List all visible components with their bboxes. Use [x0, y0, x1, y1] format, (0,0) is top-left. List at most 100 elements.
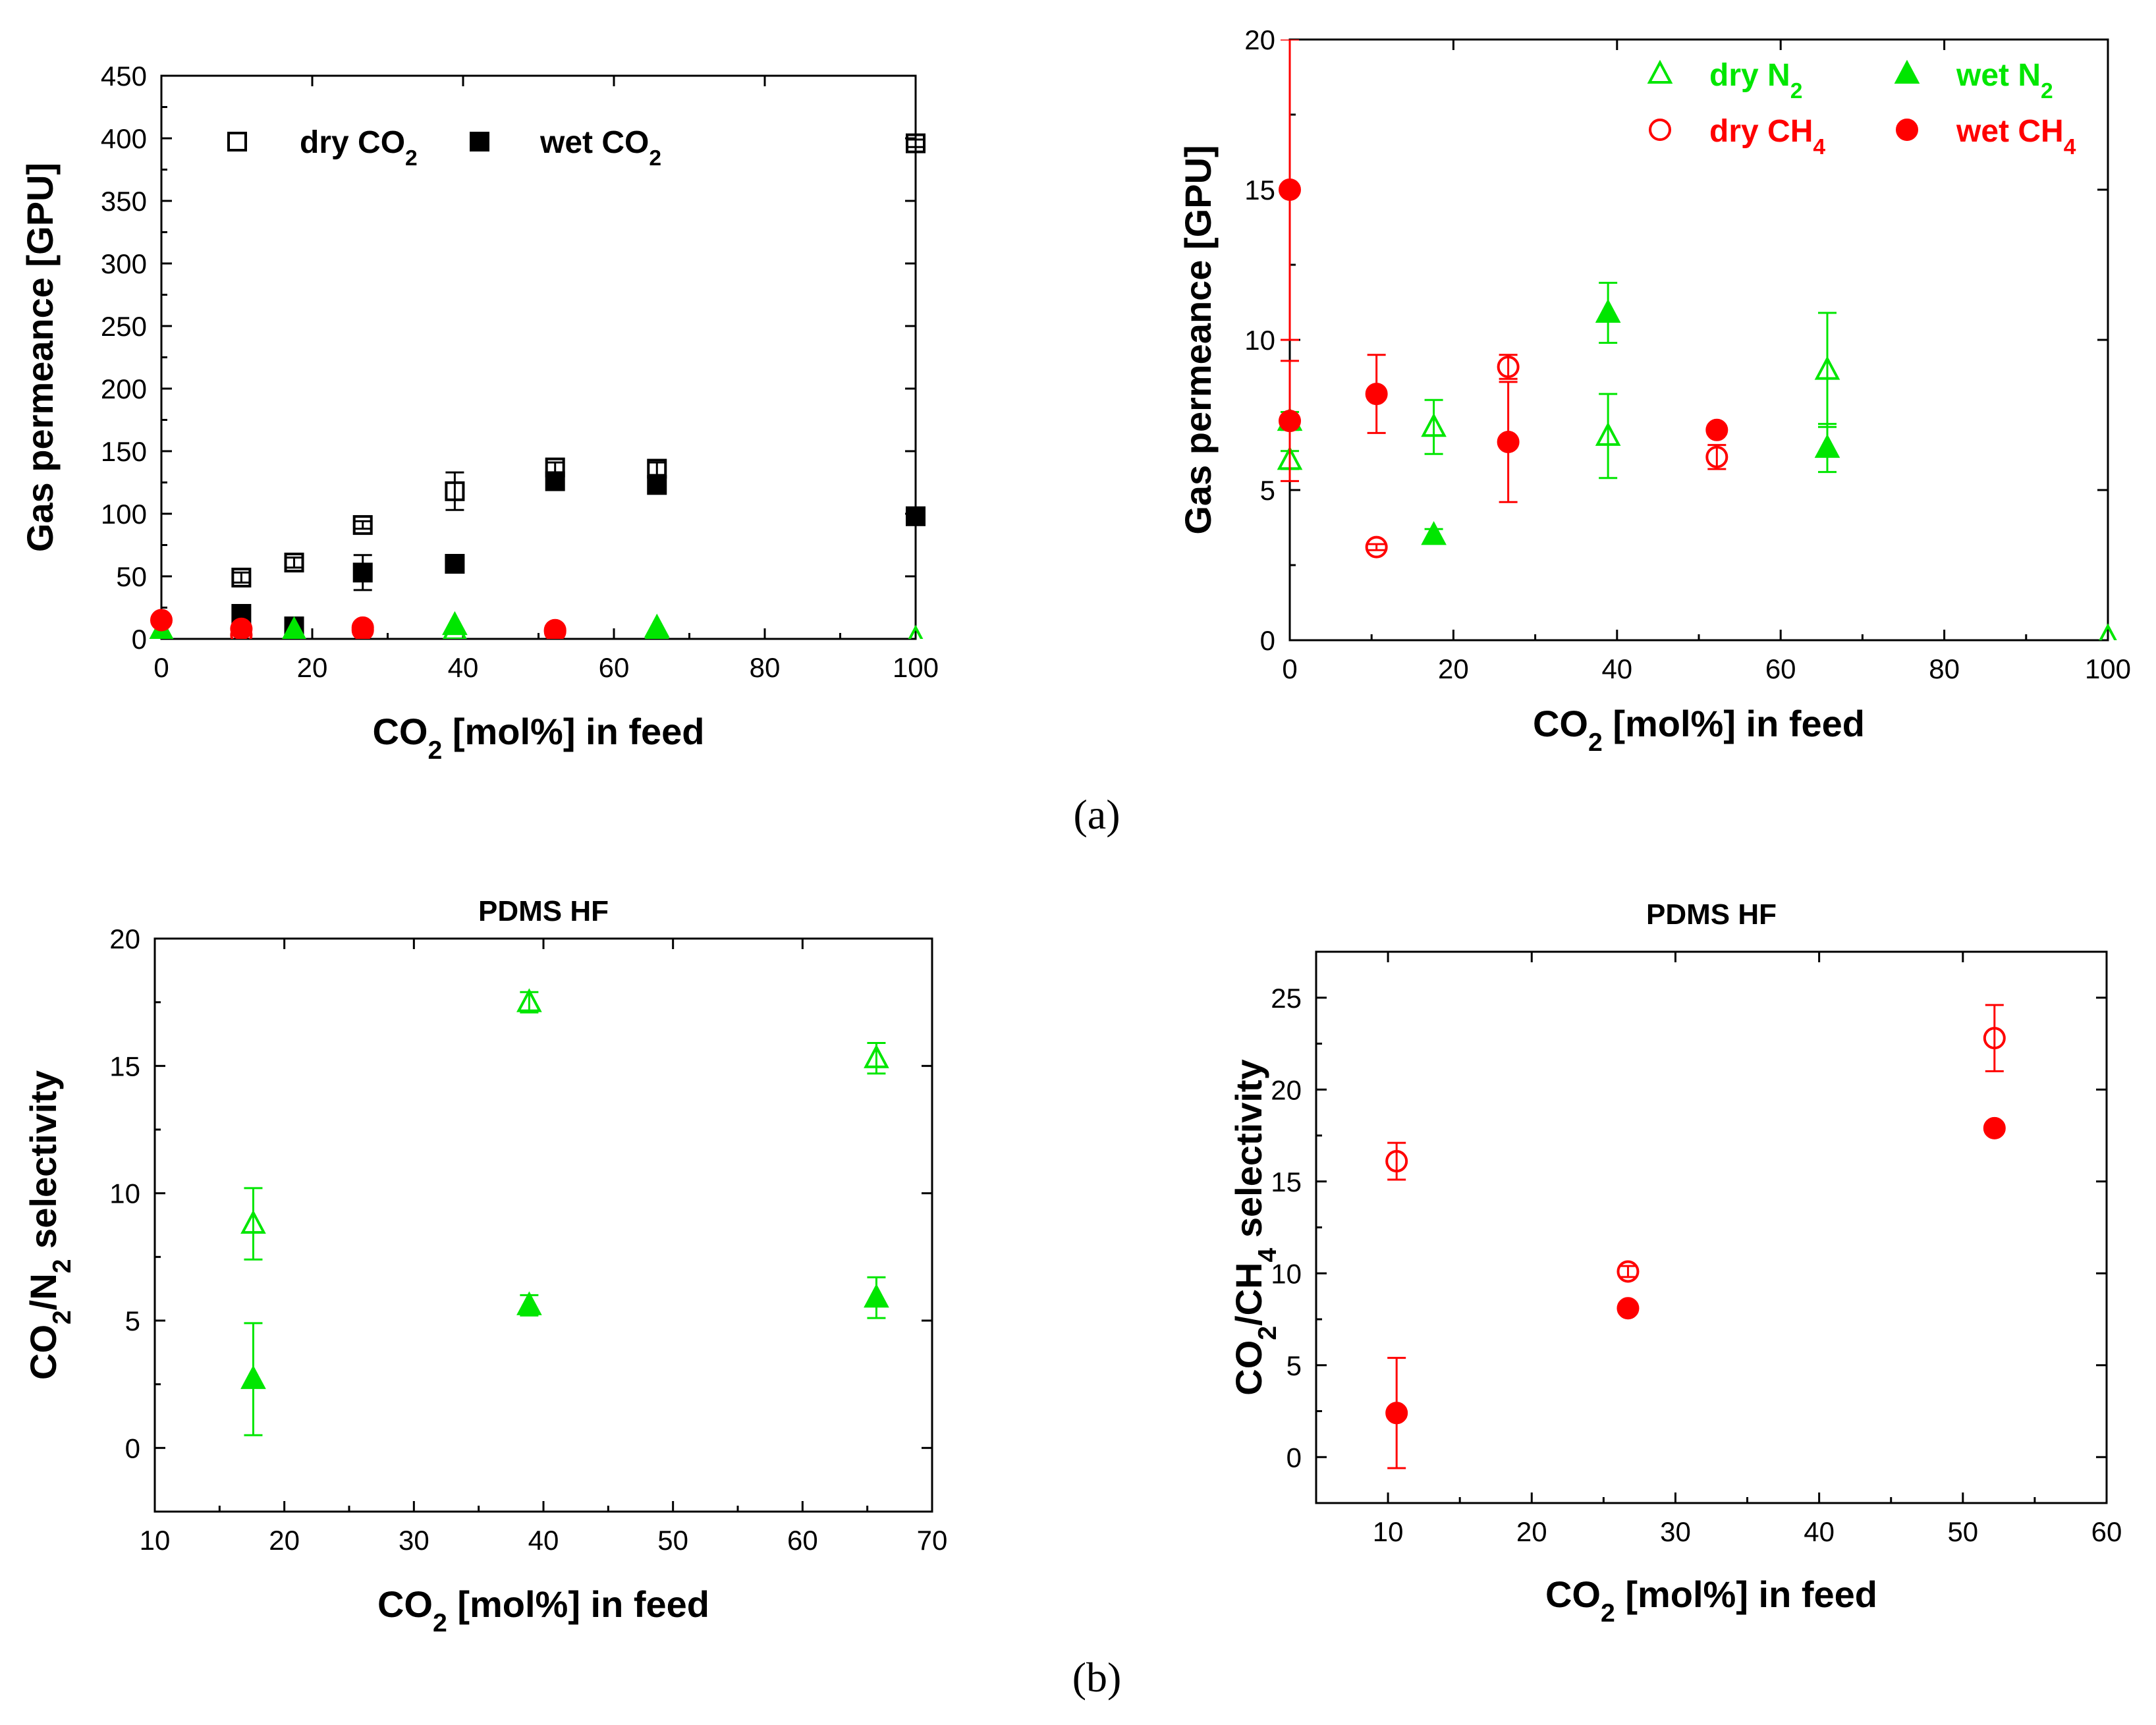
data-point-triangle [644, 616, 669, 639]
data-point-square [647, 475, 667, 495]
y-tick-label: 5 [125, 1305, 140, 1336]
data-point-circle [150, 609, 173, 632]
legend-marker [1649, 119, 1671, 141]
y-tick-label: 0 [1260, 625, 1275, 656]
y-tick-label: 250 [101, 311, 147, 342]
data-point-triangle [864, 1044, 889, 1068]
legend-label-sub: 2 [2041, 79, 2053, 103]
y-tick-label: 5 [1286, 1350, 1302, 1381]
plot-frame [160, 74, 917, 640]
data-point-circle [1617, 1297, 1640, 1320]
legend-label-main: wet CO [539, 125, 649, 160]
data-point-square [284, 553, 304, 573]
y-axis-label-part: 2 [48, 1310, 76, 1325]
x-axis-label: CO2 [mol%] in feed [372, 711, 704, 765]
x-axis-label-sub: 2 [428, 736, 442, 765]
y-tick-label: 10 [1271, 1258, 1302, 1289]
y-axis-label-part: /N [22, 1273, 64, 1310]
legend-label: dry N2 [1709, 58, 1802, 103]
legend-label-main: wet N [1956, 58, 2041, 93]
y-tick-label: 20 [1271, 1074, 1302, 1105]
data-point-circle [230, 617, 253, 639]
x-axis-label-sub: 2 [433, 1609, 447, 1637]
x-tick-label: 40 [448, 652, 479, 683]
legend-label-main: dry N [1709, 58, 1790, 93]
x-tick-label: 20 [1516, 1516, 1547, 1547]
data-point-circle [1617, 1260, 1640, 1283]
data-point-triangle [864, 1283, 889, 1308]
x-tick-label: 80 [750, 652, 781, 683]
y-tick-label: 5 [1260, 475, 1275, 506]
x-tick-label: 40 [528, 1525, 559, 1556]
y-tick-label: 15 [1271, 1166, 1302, 1197]
x-axis-label-rest: [mol%] in feed [1615, 1574, 1877, 1615]
x-tick-label: 30 [399, 1525, 429, 1556]
y-tick-label: 0 [132, 624, 147, 655]
chart-a-left-gas-permeance: 0 20 40 60 80 100 0 50 100 150 200 250 300 350 400 450 C… [19, 61, 939, 765]
x-tick-label: 20 [269, 1525, 300, 1556]
data-point-triangle [1421, 412, 1447, 437]
x-axis-label-main: CO [372, 711, 428, 752]
legend-label-main: wet CH [1956, 114, 2064, 149]
y-tick-label: 100 [101, 499, 147, 530]
x-tick-label: 70 [917, 1525, 948, 1556]
data-point-triangle [1595, 298, 1621, 323]
x-tick-label: 30 [1660, 1516, 1691, 1547]
x-axis-label-sub: 2 [1601, 1599, 1615, 1628]
y-axis-label: Gas permeance [GPU] [19, 163, 61, 552]
panel-label-b: (b) [1072, 1654, 1122, 1701]
y-tick-label: 25 [1271, 983, 1302, 1014]
x-axis-label-rest: [mol%] in feed [447, 1583, 709, 1625]
data-point-circle [1365, 535, 1388, 559]
x-axis-label-main: CO [377, 1583, 433, 1625]
data-point-triangle [2099, 623, 2117, 640]
data-point-circle [1279, 178, 1301, 201]
y-tick-label: 350 [101, 186, 147, 217]
data-layer [1385, 1004, 2006, 1469]
y-tick-label: 450 [101, 61, 147, 92]
data-point-triangle [442, 611, 468, 636]
data-point-circle [1497, 356, 1520, 379]
y-tick-label: 200 [101, 373, 147, 404]
chart-title: PDMS HF [478, 895, 609, 927]
data-point-triangle [1814, 433, 1840, 458]
x-tick-label: 100 [2085, 653, 2131, 684]
data-point-circle [351, 618, 374, 639]
x-axis-label-sub: 2 [1588, 728, 1603, 757]
legend-label-sub: 2 [405, 146, 418, 171]
data-point-square [906, 133, 926, 153]
x-tick-label: 60 [599, 652, 630, 683]
data-point-triangle [1421, 521, 1447, 545]
legend-label-sub: 2 [649, 146, 661, 171]
data-layer [1277, 40, 2117, 640]
data-point-triangle [1814, 356, 1840, 380]
y-tick-label: 10 [1244, 325, 1275, 356]
plot-frame [1315, 950, 2108, 1504]
data-point-circle [1497, 431, 1520, 454]
chart-title: PDMS HF [1646, 898, 1777, 931]
data-point-square [231, 567, 252, 588]
data-point-triangle [516, 1291, 542, 1315]
y-tick-label: 10 [109, 1178, 140, 1209]
plot-frame [153, 937, 933, 1513]
data-layer [240, 988, 889, 1437]
data-layer [149, 133, 926, 639]
x-tick-label: 40 [1804, 1516, 1835, 1547]
x-tick-label: 60 [1765, 653, 1796, 684]
x-tick-label: 20 [297, 652, 328, 683]
legend-label: dry CH4 [1709, 114, 1825, 159]
data-point-square [906, 506, 926, 526]
data-point-circle [1705, 445, 1728, 468]
legend-label-sub: 4 [2064, 135, 2076, 159]
y-axis-label-part: 4 [1254, 1247, 1282, 1262]
y-axis-label: CO2/CH4 selectivity [1228, 1059, 1282, 1395]
legend-marker [227, 132, 247, 151]
data-point-square [445, 554, 465, 574]
x-tick-label: 10 [140, 1525, 171, 1556]
data-point-triangle [516, 988, 542, 1012]
data-point-circle [543, 618, 567, 639]
data-point-triangle [908, 624, 924, 639]
